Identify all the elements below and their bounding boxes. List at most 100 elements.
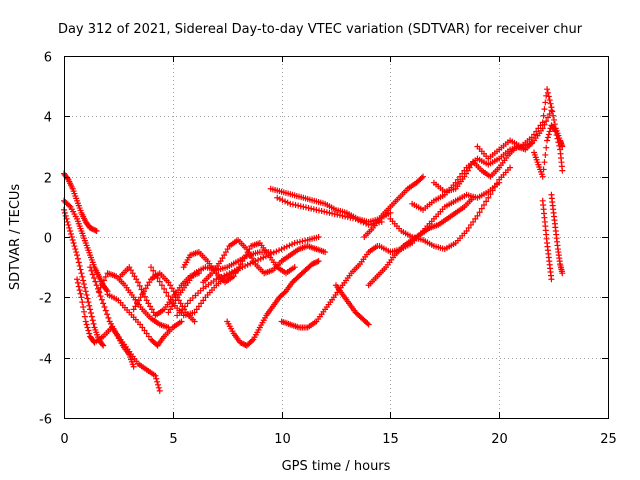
data-point [483,198,490,205]
data-point [82,288,89,295]
data-point [147,303,154,310]
data-point [72,246,79,253]
data-point [289,201,296,208]
data-point [535,125,542,132]
series-arc-27 [539,197,555,283]
data-point [234,267,241,274]
data-point [91,275,98,282]
data-point [74,279,81,286]
data-point [87,264,94,271]
y-tick-label: -2 [39,292,52,307]
data-point [528,134,535,141]
data-point [228,268,235,275]
data-point [222,249,229,256]
y-tick-label: 4 [44,111,52,126]
data-point [322,249,329,256]
data-point [137,294,144,301]
data-point [165,309,172,316]
data-point [167,306,174,313]
data-point [315,258,322,265]
series-arc-28 [548,191,566,277]
data-point [150,267,157,274]
data-point [364,320,371,327]
data-point [323,209,330,216]
data-point [143,330,150,337]
data-point [282,198,289,205]
data-point [274,194,281,201]
data-point [78,270,85,277]
data-point [550,112,557,119]
data-point [247,252,254,259]
data-point [81,313,88,320]
data-point [494,180,501,187]
data-point [239,340,246,347]
data-point [86,330,93,337]
data-point [98,296,105,303]
data-point [281,289,288,296]
data-point [553,132,560,139]
data-point [544,86,551,93]
data-point [545,131,552,138]
data-point [547,100,554,107]
data-point [286,242,293,249]
data-point [91,226,98,233]
data-point [244,261,251,268]
data-point [89,271,96,278]
data-point [556,142,563,149]
data-point [250,258,257,265]
data-point [74,276,81,283]
series-arc-19 [274,194,385,228]
data-point [93,282,100,289]
data-point [152,271,159,278]
data-point [155,381,162,388]
data-point [139,324,146,331]
data-point [465,224,472,231]
data-point [540,166,547,173]
data-point [478,205,485,212]
data-point [155,384,162,391]
data-point [363,220,370,227]
data-point [276,195,283,202]
data-point [454,176,461,183]
data-point [168,285,175,292]
data-point [365,321,372,328]
chart-title: Day 312 of 2021, Sidereal Day-to-day VTE… [58,22,583,37]
data-point [81,281,88,288]
data-point [198,300,205,307]
x-tick-label: 25 [600,432,617,447]
data-point [163,289,170,296]
data-point [75,283,82,290]
data-point [544,89,551,96]
data-point [463,170,470,177]
data-point [242,341,249,348]
data-point [296,238,303,245]
data-point [316,207,323,214]
data-point [145,333,152,340]
data-point [86,302,93,309]
data-point [559,167,566,174]
data-point [297,203,304,210]
data-point [545,93,552,100]
data-point [167,296,174,303]
data-point [507,164,514,171]
data-point [467,221,474,228]
data-point [87,310,94,317]
data-point [291,240,298,247]
data-point [270,249,277,256]
data-point [142,285,149,292]
data-point [294,239,301,246]
data-point [89,317,96,324]
data-point [181,303,188,310]
data-point [531,131,538,138]
series-arc-12 [174,234,322,319]
series-arc-04 [74,276,163,394]
data-point [331,211,338,218]
y-tick-label: 0 [44,232,52,247]
data-point [153,341,160,348]
data-point [102,273,109,280]
data-point [546,128,553,135]
data-point [352,215,359,222]
data-point [87,224,94,231]
data-point [543,118,550,125]
data-point [193,306,200,313]
